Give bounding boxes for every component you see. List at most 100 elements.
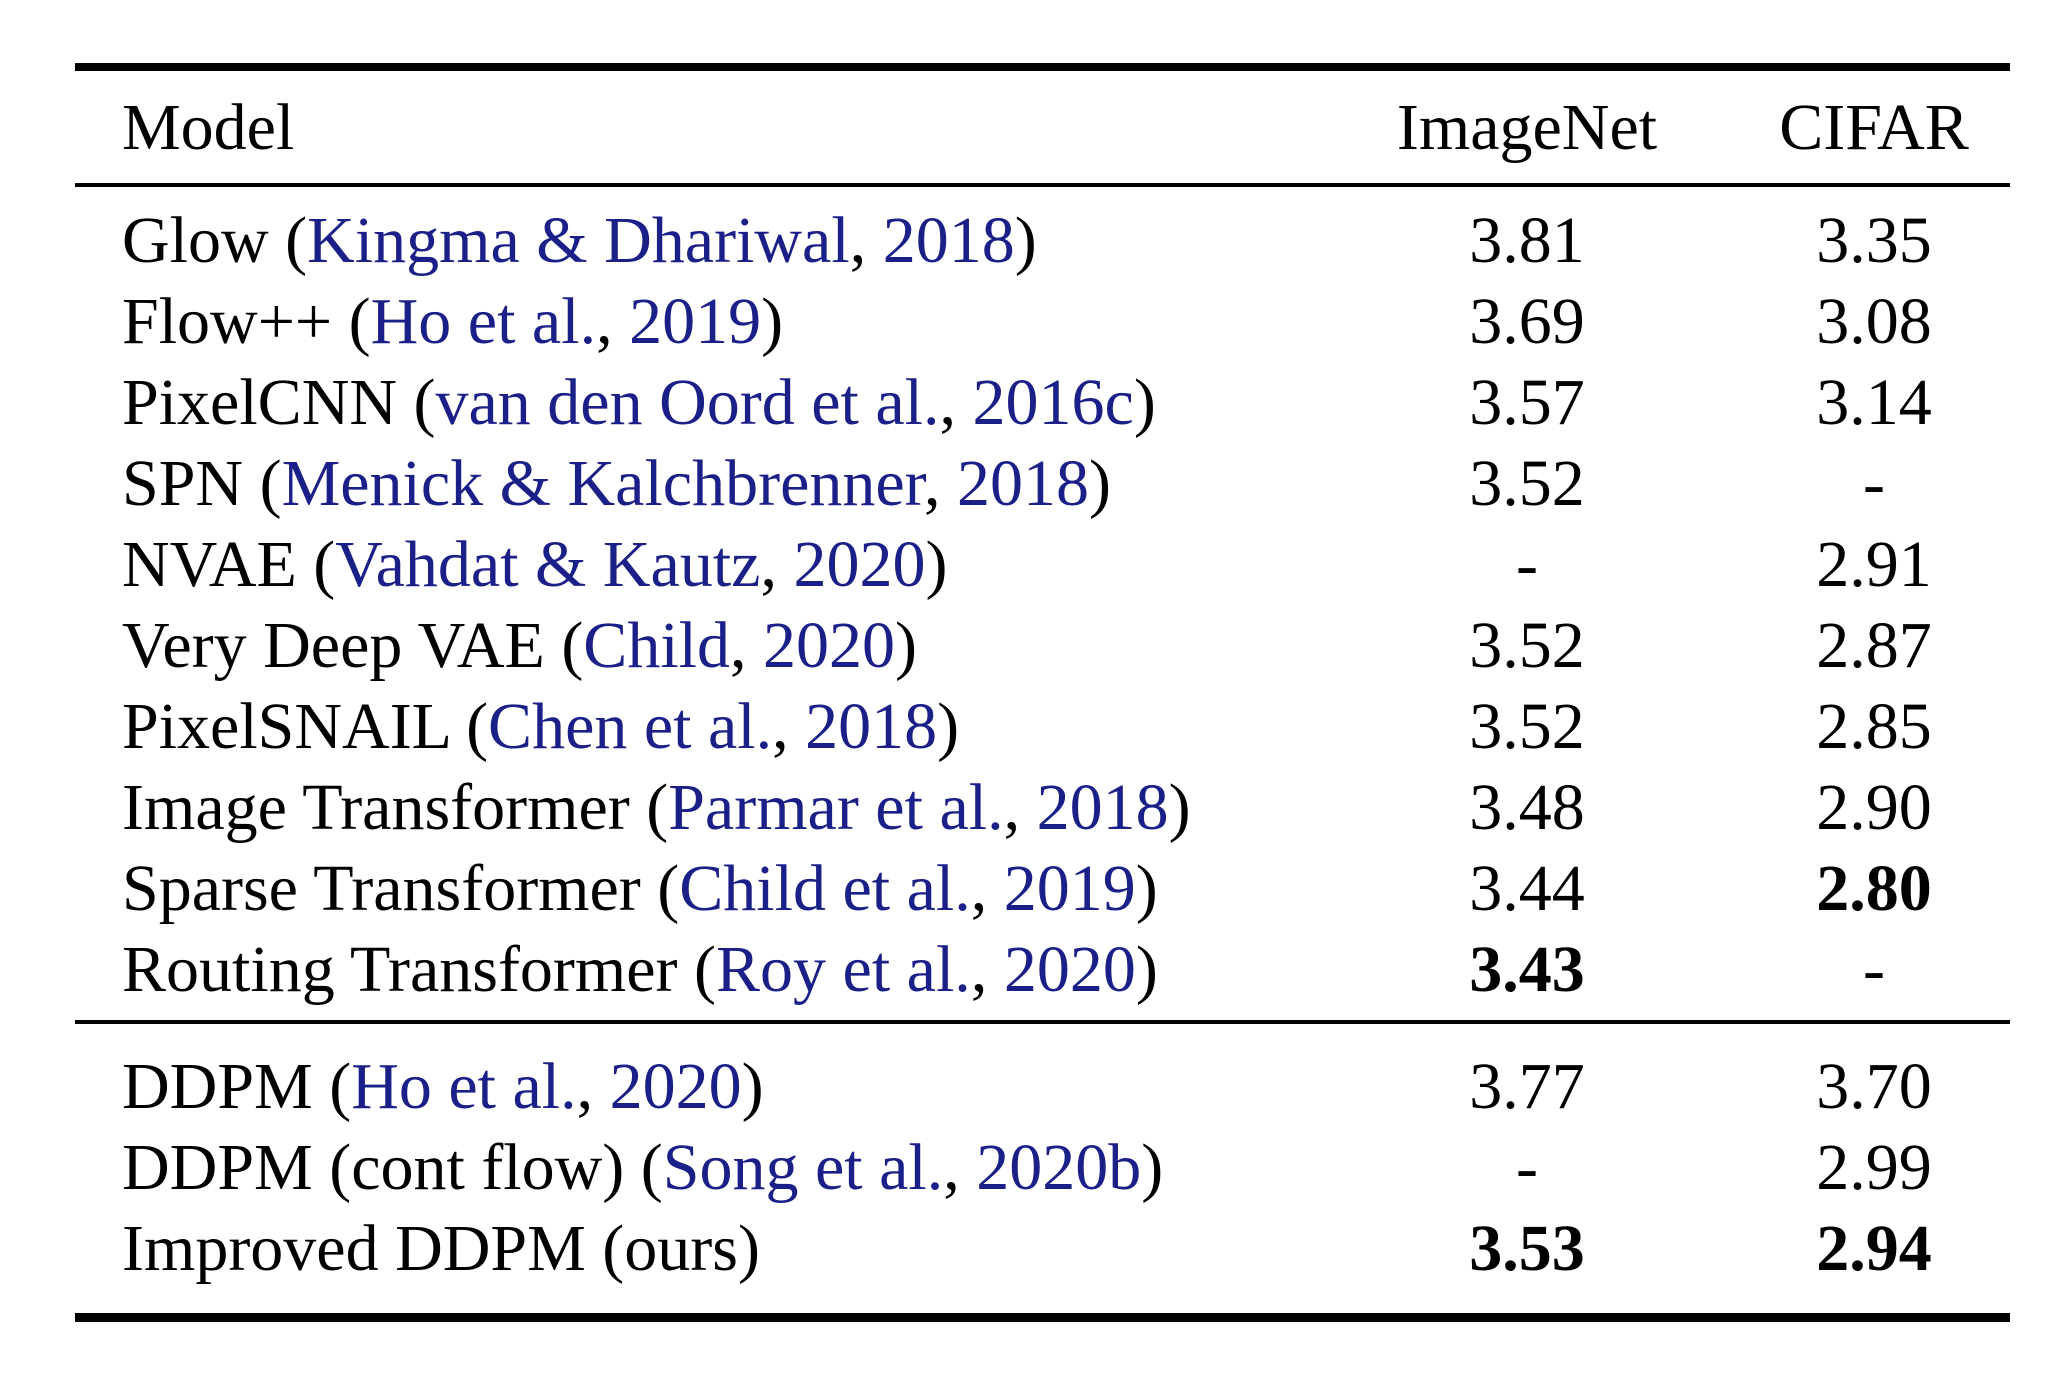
imagenet-value: - [1516,1131,1538,1204]
citation-authors-link[interactable]: Child et al. [679,852,971,925]
table-top-rule [75,63,2010,71]
model-name: Image Transformer [122,771,630,844]
model-cell: Image Transformer (Parmar et al., 2018) [122,771,1191,844]
table-row: Image Transformer (Parmar et al., 2018) 3… [75,767,2010,848]
model-name: Flow++ [122,285,333,358]
column-header-model: Model [122,90,295,164]
cifar-value: 2.80 [1816,852,1932,925]
imagenet-value: 3.52 [1469,609,1585,682]
table-row: NVAE (Vahdat & Kautz, 2020) - 2.91 [75,524,2010,605]
model-cell: Routing Transformer (Roy et al., 2020) [122,933,1158,1006]
citation-year-link[interactable]: 2018 [805,690,938,763]
cifar-value: 2.87 [1816,609,1932,682]
imagenet-value: 3.44 [1469,852,1585,925]
results-table: Model ImageNet CIFAR Glow (Kingma & Dhar… [75,63,2010,1322]
table-header-rule [75,183,2010,187]
cifar-value: 2.90 [1816,771,1932,844]
table-row: PixelSNAIL (Chen et al., 2018) 3.52 2.85 [75,686,2010,767]
citation-authors-link[interactable]: van den Oord et al. [435,366,940,439]
citation-authors-link[interactable]: Ho et al. [351,1050,577,1123]
table-row: Improved DDPM (ours) 3.53 2.94 [75,1208,2010,1289]
citation-year-link[interactable]: 2019 [629,285,762,358]
imagenet-value: 3.53 [1469,1212,1585,1285]
citation-year-link[interactable]: 2018 [882,204,1015,277]
citation-year-link[interactable]: 2020b [976,1131,1142,1204]
citation-year-link[interactable]: 2018 [957,447,1089,520]
model-cell: Flow++ (Ho et al., 2019) [122,285,784,358]
cifar-value: 3.14 [1816,366,1932,439]
cifar-value: - [1863,933,1885,1006]
citation-authors-link[interactable]: Ho et al. [370,285,597,358]
citation-authors-link[interactable]: Menick & Kalchbrenner [281,447,924,520]
table-body-group-baselines: Glow (Kingma & Dhariwal, 2018) 3.81 3.35 Fl… [75,187,2010,1020]
model-cell: Glow (Kingma & Dhariwal, 2018) [122,204,1037,277]
cifar-value: 3.70 [1816,1050,1932,1123]
citation-year-link[interactable]: 2020 [609,1050,742,1123]
imagenet-value: 3.69 [1469,285,1585,358]
citation-authors-link[interactable]: Parmar et al. [668,771,1004,844]
cifar-value: 3.35 [1816,204,1932,277]
citation-authors-link[interactable]: Roy et al. [716,933,971,1006]
cifar-value: 3.08 [1816,285,1932,358]
imagenet-value: 3.43 [1469,933,1585,1006]
column-header-cifar: CIFAR [1779,90,1969,164]
model-name: PixelSNAIL [122,690,450,763]
cifar-value: 2.85 [1816,690,1932,763]
citation-year-link[interactable]: 2016c [972,366,1134,439]
table-row: Sparse Transformer (Child et al., 2019) 3… [75,848,2010,929]
citation-year-link[interactable]: 2020 [763,609,895,682]
column-header-imagenet: ImageNet [1396,90,1658,164]
model-name: Very Deep VAE [122,609,545,682]
citation-year-link[interactable]: 2019 [1003,852,1136,925]
table-row: Routing Transformer (Roy et al., 2020) 3.… [75,929,2010,1010]
model-cell: Improved DDPM (ours) [75,1208,1392,1289]
citation-authors-link[interactable]: Chen et al. [488,690,773,763]
model-name: DDPM [122,1050,313,1123]
table-row: Flow++ (Ho et al., 2019) 3.69 3.08 [75,281,2010,362]
model-cell: NVAE (Vahdat & Kautz, 2020) [122,528,948,601]
table-row: PixelCNN (van den Oord et al., 2016c) 3.5… [75,362,2010,443]
citation-year-link[interactable]: 2020 [793,528,926,601]
model-cell: DDPM (Ho et al., 2020) [122,1050,764,1123]
model-cell: DDPM (cont flow) (Song et al., 2020b) [122,1131,1164,1204]
table-bottom-rule [75,1313,2010,1322]
imagenet-value: 3.81 [1469,204,1585,277]
cifar-value: 2.99 [1816,1131,1932,1204]
model-name: Glow [122,204,269,277]
cifar-value: 2.94 [1816,1212,1932,1285]
table-row: SPN (Menick & Kalchbrenner, 2018) 3.52 - [75,443,2010,524]
citation-authors-link[interactable]: Kingma & Dhariwal [307,204,850,277]
model-cell: SPN (Menick & Kalchbrenner, 2018) [122,447,1111,520]
table-row: Very Deep VAE (Child, 2020) 3.52 2.87 [75,605,2010,686]
model-name: Improved DDPM (ours) [122,1212,760,1285]
table-header-row: Model ImageNet CIFAR [75,71,2010,183]
model-cell: PixelSNAIL (Chen et al., 2018) [122,690,960,763]
cifar-value: - [1863,447,1885,520]
model-name: SPN [122,447,244,520]
citation-authors-link[interactable]: Child [583,609,730,682]
table-row: DDPM (cont flow) (Song et al., 2020b) - 2.… [75,1127,2010,1208]
imagenet-value: 3.52 [1469,447,1585,520]
table-mid-rule [75,1020,2010,1024]
imagenet-value: 3.77 [1469,1050,1585,1123]
table-row: DDPM (Ho et al., 2020) 3.77 3.70 [75,1046,2010,1127]
citation-year-link[interactable]: 2018 [1036,771,1169,844]
model-name: DDPM (cont flow) [122,1131,625,1204]
citation-authors-link[interactable]: Song et al. [662,1131,944,1204]
model-name: Sparse Transformer [122,852,641,925]
model-name: PixelCNN [122,366,398,439]
imagenet-value: 3.52 [1469,690,1585,763]
imagenet-value: 3.57 [1469,366,1585,439]
imagenet-value: 3.48 [1469,771,1585,844]
citation-authors-link[interactable]: Vahdat & Kautz [335,528,761,601]
model-cell: Sparse Transformer (Child et al., 2019) [122,852,1158,925]
model-name: NVAE [122,528,297,601]
model-name: Routing Transformer [122,933,678,1006]
model-cell: Very Deep VAE (Child, 2020) [122,609,917,682]
citation-year-link[interactable]: 2020 [1003,933,1136,1006]
table-row: Glow (Kingma & Dhariwal, 2018) 3.81 3.35 [75,200,2010,281]
model-cell: PixelCNN (van den Oord et al., 2016c) [122,366,1156,439]
table-body-group-ddpm: DDPM (Ho et al., 2020) 3.77 3.70 DDPM (cont… [75,1024,2010,1313]
cifar-value: 2.91 [1816,528,1932,601]
imagenet-value: - [1516,528,1538,601]
